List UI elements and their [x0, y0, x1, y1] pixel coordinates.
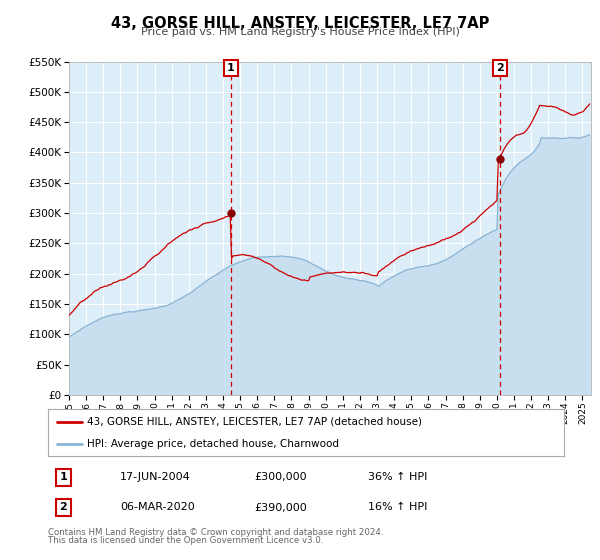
Text: 43, GORSE HILL, ANSTEY, LEICESTER, LE7 7AP: 43, GORSE HILL, ANSTEY, LEICESTER, LE7 7… — [111, 16, 489, 31]
Text: This data is licensed under the Open Government Licence v3.0.: This data is licensed under the Open Gov… — [48, 536, 323, 545]
Text: 2: 2 — [59, 502, 67, 512]
Text: 43, GORSE HILL, ANSTEY, LEICESTER, LE7 7AP (detached house): 43, GORSE HILL, ANSTEY, LEICESTER, LE7 7… — [86, 417, 422, 427]
Text: 36% ↑ HPI: 36% ↑ HPI — [368, 472, 427, 482]
Text: 1: 1 — [59, 472, 67, 482]
Text: 1: 1 — [227, 63, 235, 73]
Text: 2: 2 — [496, 63, 504, 73]
Text: 06-MAR-2020: 06-MAR-2020 — [120, 502, 195, 512]
Text: HPI: Average price, detached house, Charnwood: HPI: Average price, detached house, Char… — [86, 438, 338, 449]
Text: 17-JUN-2004: 17-JUN-2004 — [120, 472, 191, 482]
Text: Contains HM Land Registry data © Crown copyright and database right 2024.: Contains HM Land Registry data © Crown c… — [48, 528, 383, 536]
Text: Price paid vs. HM Land Registry's House Price Index (HPI): Price paid vs. HM Land Registry's House … — [140, 27, 460, 37]
Text: 16% ↑ HPI: 16% ↑ HPI — [368, 502, 427, 512]
Text: £390,000: £390,000 — [254, 502, 307, 512]
Text: £300,000: £300,000 — [254, 472, 307, 482]
